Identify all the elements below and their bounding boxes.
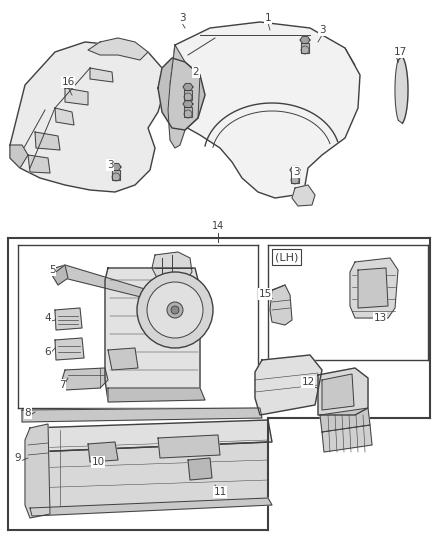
Circle shape <box>171 306 179 314</box>
Polygon shape <box>152 252 192 285</box>
Polygon shape <box>158 435 220 458</box>
Polygon shape <box>10 145 28 168</box>
Text: 5: 5 <box>49 265 55 275</box>
Polygon shape <box>10 42 165 192</box>
Text: 2: 2 <box>193 67 199 77</box>
Polygon shape <box>168 45 200 148</box>
Polygon shape <box>184 107 192 117</box>
Polygon shape <box>55 308 82 330</box>
Polygon shape <box>255 355 322 415</box>
Text: 3: 3 <box>293 167 299 177</box>
Polygon shape <box>318 368 368 415</box>
Polygon shape <box>292 185 315 206</box>
Text: 15: 15 <box>258 289 272 299</box>
Text: 3: 3 <box>107 160 113 170</box>
Text: 3: 3 <box>179 13 185 23</box>
Text: 8: 8 <box>25 408 31 418</box>
Polygon shape <box>170 22 360 198</box>
Polygon shape <box>88 38 148 60</box>
Polygon shape <box>65 88 88 105</box>
Polygon shape <box>322 425 372 452</box>
Polygon shape <box>270 285 292 325</box>
Polygon shape <box>300 37 310 44</box>
Polygon shape <box>350 258 398 318</box>
Polygon shape <box>55 338 84 360</box>
Polygon shape <box>55 108 74 125</box>
Circle shape <box>147 282 203 338</box>
Text: 16: 16 <box>61 77 74 87</box>
Polygon shape <box>30 442 268 510</box>
Polygon shape <box>30 498 272 516</box>
Text: 10: 10 <box>92 457 105 467</box>
Polygon shape <box>90 68 113 82</box>
Text: 13: 13 <box>373 313 387 323</box>
Polygon shape <box>62 368 108 390</box>
Text: 11: 11 <box>213 487 226 497</box>
Polygon shape <box>111 164 121 171</box>
Polygon shape <box>108 388 205 402</box>
Polygon shape <box>108 348 138 370</box>
Circle shape <box>137 272 213 348</box>
Polygon shape <box>25 424 50 518</box>
Polygon shape <box>88 442 118 462</box>
Text: 3: 3 <box>319 25 325 35</box>
Text: 17: 17 <box>393 47 406 57</box>
Polygon shape <box>22 408 262 422</box>
Polygon shape <box>184 90 192 100</box>
Polygon shape <box>358 268 388 308</box>
Polygon shape <box>105 268 200 400</box>
Circle shape <box>167 302 183 318</box>
Polygon shape <box>395 56 408 123</box>
Polygon shape <box>290 166 300 173</box>
Text: 12: 12 <box>301 377 314 387</box>
Polygon shape <box>301 43 309 53</box>
Polygon shape <box>188 458 212 480</box>
Polygon shape <box>52 265 68 285</box>
Polygon shape <box>183 84 193 91</box>
Text: 4: 4 <box>45 313 51 323</box>
Polygon shape <box>112 170 120 180</box>
Text: 6: 6 <box>45 347 51 357</box>
Polygon shape <box>183 101 193 108</box>
Polygon shape <box>52 265 148 298</box>
Polygon shape <box>322 374 354 410</box>
Text: 14: 14 <box>212 221 224 231</box>
Polygon shape <box>28 155 50 173</box>
Text: 7: 7 <box>59 380 65 390</box>
Polygon shape <box>158 58 205 130</box>
Text: 1: 1 <box>265 13 271 23</box>
Text: 9: 9 <box>15 453 21 463</box>
Polygon shape <box>320 408 370 432</box>
Polygon shape <box>291 173 299 183</box>
Polygon shape <box>30 420 272 452</box>
Text: (LH): (LH) <box>275 252 298 262</box>
Polygon shape <box>35 132 60 150</box>
